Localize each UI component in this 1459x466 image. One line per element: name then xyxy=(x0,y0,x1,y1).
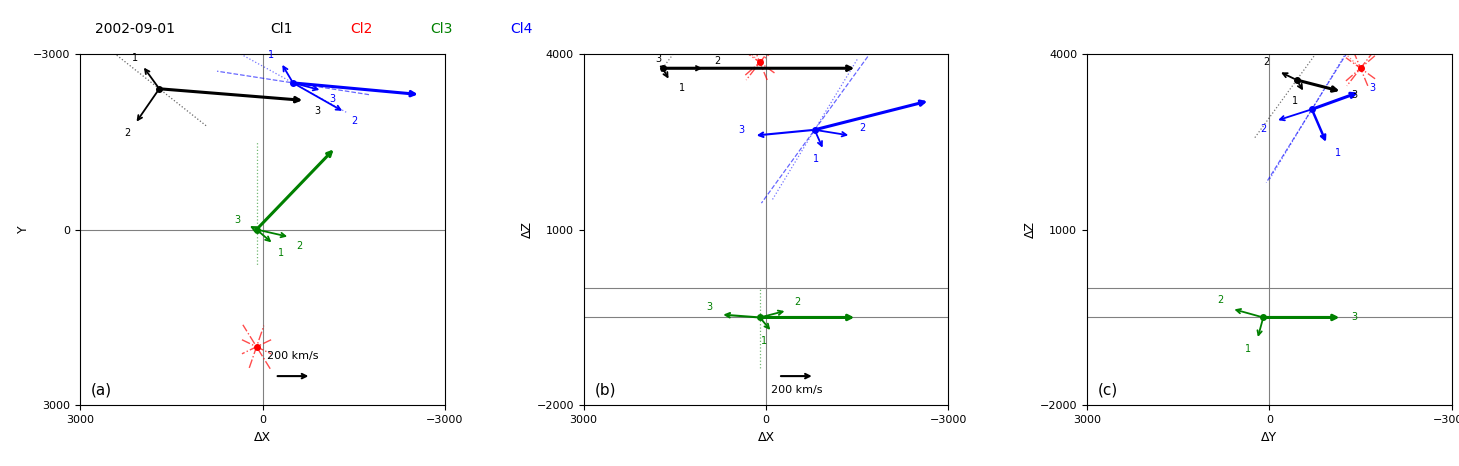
Text: Cl3: Cl3 xyxy=(430,21,452,35)
Text: 2: 2 xyxy=(124,128,130,138)
X-axis label: ΔX: ΔX xyxy=(254,431,271,444)
Text: 200 km/s: 200 km/s xyxy=(267,350,318,361)
Text: 1: 1 xyxy=(268,50,274,60)
Text: 3: 3 xyxy=(328,94,336,104)
Text: 3: 3 xyxy=(1351,313,1357,322)
Text: 3: 3 xyxy=(235,215,241,225)
Text: 2002-09-01: 2002-09-01 xyxy=(95,21,175,35)
Text: 2: 2 xyxy=(715,55,721,66)
Text: 1: 1 xyxy=(678,83,686,93)
Text: 1: 1 xyxy=(1293,96,1299,105)
Text: 3: 3 xyxy=(1369,82,1374,93)
Text: 1: 1 xyxy=(131,53,139,63)
Text: 2: 2 xyxy=(1261,123,1266,134)
Text: 3: 3 xyxy=(738,125,744,135)
Text: 3: 3 xyxy=(655,55,661,64)
Text: Cl2: Cl2 xyxy=(350,21,372,35)
Text: Cl4: Cl4 xyxy=(511,21,533,35)
Text: (a): (a) xyxy=(90,383,112,398)
Y-axis label: Y: Y xyxy=(18,226,31,233)
Text: 2: 2 xyxy=(795,297,801,307)
Text: (c): (c) xyxy=(1099,383,1118,398)
Text: 1: 1 xyxy=(762,336,767,346)
Text: 2: 2 xyxy=(296,241,302,251)
Text: 1: 1 xyxy=(279,248,285,258)
X-axis label: ΔY: ΔY xyxy=(1261,431,1278,444)
Y-axis label: ΔZ: ΔZ xyxy=(1024,221,1037,238)
Text: 2: 2 xyxy=(1218,295,1224,305)
Text: 3: 3 xyxy=(1351,90,1357,100)
Y-axis label: ΔZ: ΔZ xyxy=(521,221,534,238)
Text: Cl1: Cl1 xyxy=(270,21,292,35)
Text: 200 km/s: 200 km/s xyxy=(770,384,821,395)
Text: 1: 1 xyxy=(813,154,818,164)
Text: 1: 1 xyxy=(1245,343,1252,354)
Text: 3: 3 xyxy=(706,302,712,312)
Text: 3: 3 xyxy=(314,106,321,116)
X-axis label: ΔX: ΔX xyxy=(757,431,775,444)
Text: (b): (b) xyxy=(595,383,616,398)
Text: 2: 2 xyxy=(859,123,865,133)
Text: 1: 1 xyxy=(1335,148,1341,158)
Text: 2: 2 xyxy=(1263,57,1269,68)
Text: 2: 2 xyxy=(352,116,357,126)
